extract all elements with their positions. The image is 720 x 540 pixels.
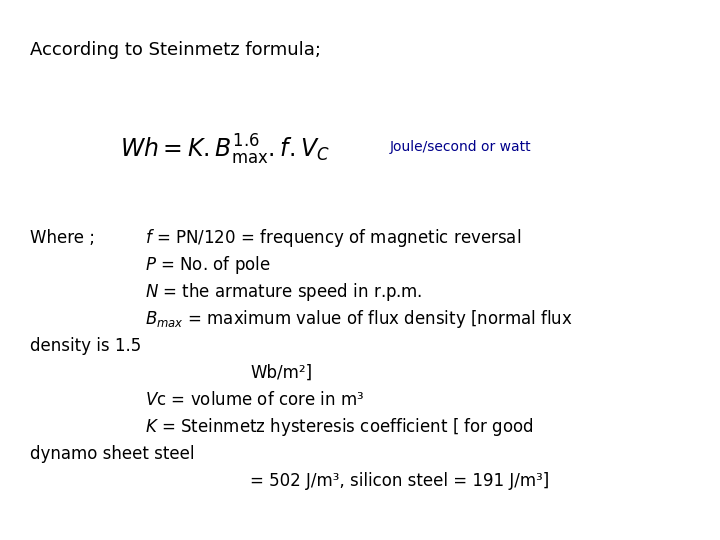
Text: = 502 J/m³, silicon steel = 191 J/m³]: = 502 J/m³, silicon steel = 191 J/m³] [250,472,549,490]
Text: $\mathit{V}$c = volume of core in m³: $\mathit{V}$c = volume of core in m³ [145,391,364,409]
Text: $\mathit{K}$ = Steinmetz hysteresis coefficient [ for good: $\mathit{K}$ = Steinmetz hysteresis coef… [145,416,534,438]
Text: According to Steinmetz formula;: According to Steinmetz formula; [30,41,321,59]
Text: $\mathit{B}_{\mathit{max}}$ = maximum value of flux density [normal flux: $\mathit{B}_{\mathit{max}}$ = maximum va… [145,308,573,330]
Text: Wb/m²]: Wb/m²] [250,364,312,382]
Text: dynamo sheet steel: dynamo sheet steel [30,445,194,463]
Text: density is 1.5: density is 1.5 [30,337,141,355]
Text: $\mathit{f}$ = PN/120 = frequency of magnetic reversal: $\mathit{f}$ = PN/120 = frequency of mag… [145,227,521,249]
Text: $\mathit{P}$ = No. of pole: $\mathit{P}$ = No. of pole [145,254,271,276]
Text: $\mathit{N}$ = the armature speed in r.p.m.: $\mathit{N}$ = the armature speed in r.p… [145,281,422,303]
Text: $\mathit{Wh} = \mathit{K}.\mathit{B}_{\mathrm{max}}^{1.6}.\mathit{f}.\mathit{V}_: $\mathit{Wh} = \mathit{K}.\mathit{B}_{\m… [120,133,330,167]
Text: Where ;: Where ; [30,229,95,247]
Text: Joule/second or watt: Joule/second or watt [390,140,531,154]
